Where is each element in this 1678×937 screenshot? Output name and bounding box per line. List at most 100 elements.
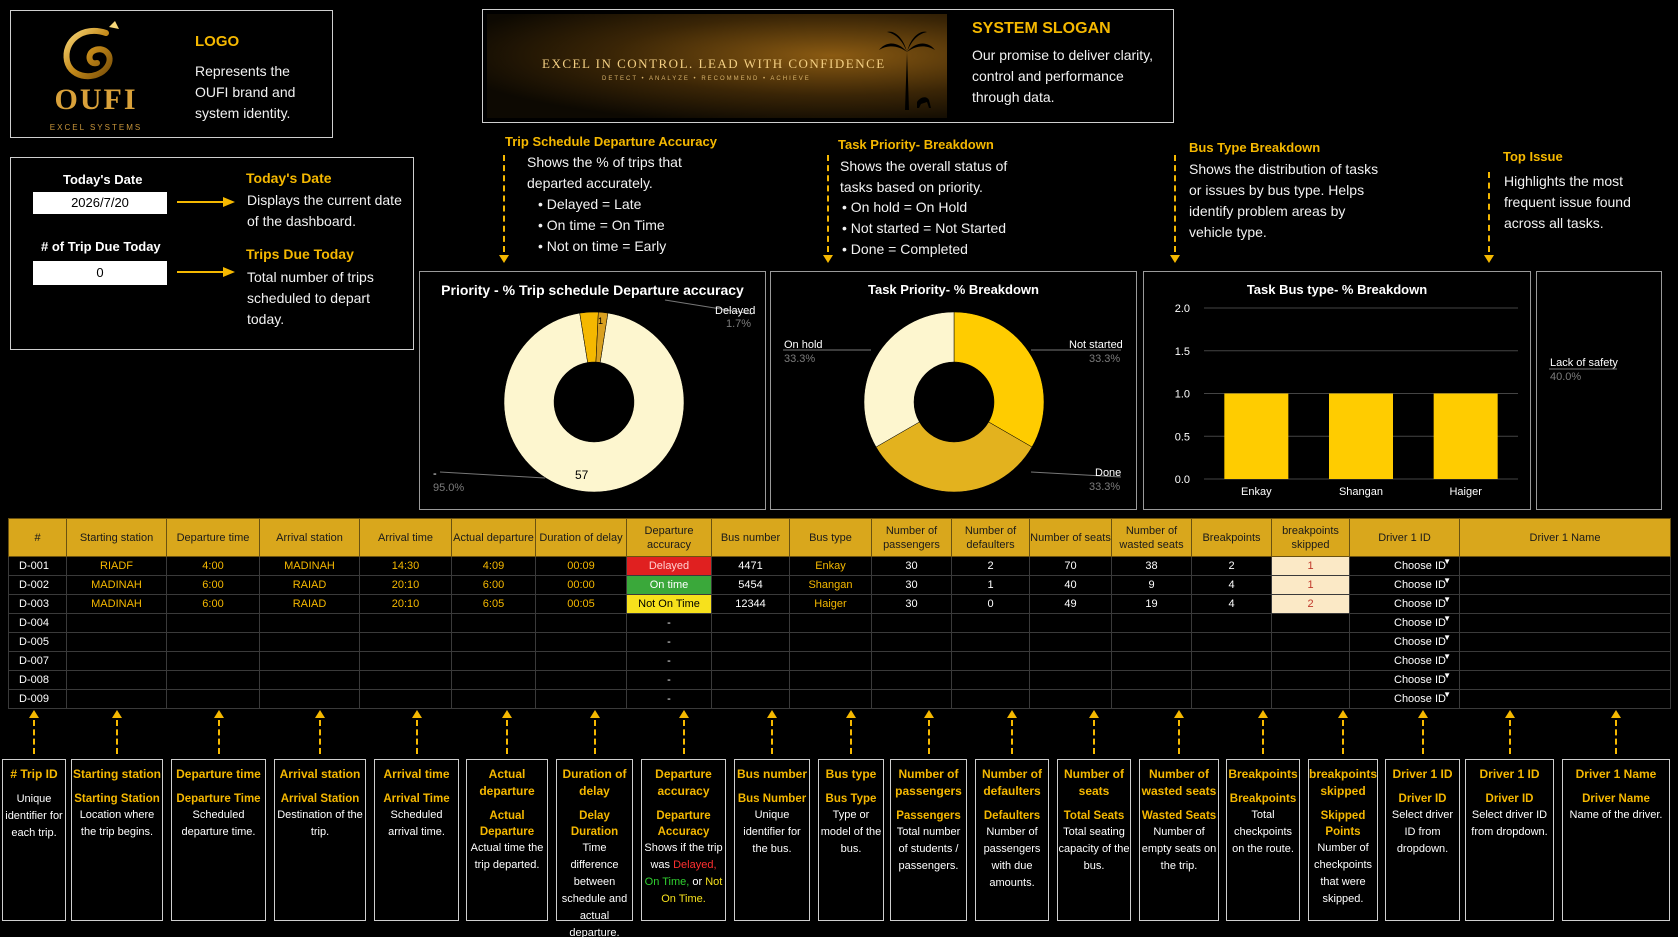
table-cell[interactable]: 19 [1111,594,1192,614]
table-cell[interactable] [871,632,952,652]
table-cell[interactable]: 70 [1029,556,1112,576]
column-header[interactable]: Actual departure [451,518,536,557]
table-cell[interactable]: D-004 [8,613,67,633]
table-cell[interactable] [1191,689,1272,709]
table-cell[interactable] [711,632,790,652]
column-header[interactable]: Starting station [66,518,167,557]
table-cell[interactable]: 00:00 [535,575,627,595]
driver-id-dropdown[interactable]: Choose ID ▼ [1349,689,1460,709]
table-cell[interactable] [711,670,790,690]
table-cell[interactable]: Haiger [789,594,872,614]
bar[interactable] [1224,393,1289,480]
column-header[interactable]: Bus type [789,518,872,557]
table-cell[interactable]: 20:10 [359,575,452,595]
chevron-down-icon[interactable]: ▼ [1443,614,1451,623]
column-header[interactable]: Number of wasted seats [1111,518,1192,557]
table-cell[interactable] [535,613,627,633]
chevron-down-icon[interactable]: ▼ [1443,576,1451,585]
column-header[interactable]: Number of seats [1029,518,1112,557]
table-cell[interactable]: 30 [871,556,952,576]
table-cell[interactable] [1029,613,1112,633]
table-cell[interactable] [871,670,952,690]
table-cell[interactable]: 9 [1111,575,1192,595]
table-cell[interactable] [1271,613,1350,633]
table-cell[interactable] [359,670,452,690]
table-cell[interactable] [871,613,952,633]
table-cell[interactable]: D-007 [8,651,67,671]
table-cell[interactable] [259,632,360,652]
column-header[interactable]: Number of passengers [871,518,952,557]
table-cell[interactable] [1191,670,1272,690]
table-cell[interactable] [789,651,872,671]
table-cell[interactable] [789,689,872,709]
table-cell[interactable] [359,689,452,709]
departure-accuracy-cell[interactable]: - [626,689,712,709]
driver-id-dropdown[interactable]: Choose ID ▼ [1349,613,1460,633]
table-cell[interactable] [1111,689,1192,709]
table-cell[interactable]: 5454 [711,575,790,595]
table-cell[interactable] [1029,689,1112,709]
table-cell[interactable]: Enkay [789,556,872,576]
table-cell[interactable] [451,651,536,671]
column-header[interactable]: # [8,518,67,557]
departure-accuracy-cell[interactable]: On time [626,575,712,595]
column-header[interactable]: Departure accuracy [626,518,712,557]
table-cell[interactable] [1271,670,1350,690]
table-cell[interactable] [1459,575,1671,595]
table-cell[interactable] [1029,632,1112,652]
table-cell[interactable]: 1 [1271,575,1350,595]
chevron-down-icon[interactable]: ▼ [1443,690,1451,699]
table-cell[interactable] [451,689,536,709]
table-cell[interactable] [259,689,360,709]
column-header[interactable]: Bus number [711,518,790,557]
table-cell[interactable] [359,632,452,652]
trips-due-field[interactable]: 0 [33,261,167,285]
driver-id-dropdown[interactable]: Choose ID ▼ [1349,651,1460,671]
column-header[interactable]: Number of defaulters [951,518,1030,557]
table-cell[interactable] [66,689,167,709]
table-cell[interactable]: RAIAD [259,594,360,614]
driver-id-dropdown[interactable]: Choose ID ▼ [1349,670,1460,690]
table-cell[interactable]: 20:10 [359,594,452,614]
donut-slice[interactable] [863,311,955,448]
table-cell[interactable] [1111,670,1192,690]
table-cell[interactable]: 30 [871,594,952,614]
table-cell[interactable] [871,689,952,709]
column-header[interactable]: Duration of delay [535,518,627,557]
bar[interactable] [1433,393,1498,480]
table-cell[interactable]: 6:00 [166,594,260,614]
chevron-down-icon[interactable]: ▼ [1443,557,1451,566]
table-cell[interactable]: 1 [1271,556,1350,576]
table-cell[interactable] [1459,632,1671,652]
table-cell[interactable] [789,613,872,633]
column-header[interactable]: breakpoints skipped [1271,518,1350,557]
table-cell[interactable]: 38 [1111,556,1192,576]
departure-accuracy-cell[interactable]: - [626,632,712,652]
table-cell[interactable]: 4:09 [451,556,536,576]
donut-slice[interactable] [875,421,1033,493]
table-cell[interactable]: D-008 [8,670,67,690]
table-cell[interactable] [1459,613,1671,633]
table-cell[interactable] [1191,651,1272,671]
table-cell[interactable] [1459,594,1671,614]
table-cell[interactable] [1459,556,1671,576]
chevron-down-icon[interactable]: ▼ [1443,633,1451,642]
table-cell[interactable] [359,651,452,671]
table-cell[interactable]: 2 [951,556,1030,576]
table-cell[interactable]: 1 [951,575,1030,595]
table-cell[interactable] [1459,670,1671,690]
table-cell[interactable]: 49 [1029,594,1112,614]
table-cell[interactable] [166,670,260,690]
driver-id-dropdown[interactable]: Choose ID ▼ [1349,556,1460,576]
table-cell[interactable] [451,670,536,690]
table-cell[interactable] [451,632,536,652]
table-cell[interactable] [1271,632,1350,652]
table-cell[interactable] [259,613,360,633]
table-cell[interactable]: D-003 [8,594,67,614]
table-cell[interactable] [535,670,627,690]
table-cell[interactable]: 6:00 [166,575,260,595]
table-cell[interactable] [1111,651,1192,671]
table-cell[interactable]: 2 [1191,556,1272,576]
driver-id-dropdown[interactable]: Choose ID ▼ [1349,632,1460,652]
table-cell[interactable]: MADINAH [66,575,167,595]
